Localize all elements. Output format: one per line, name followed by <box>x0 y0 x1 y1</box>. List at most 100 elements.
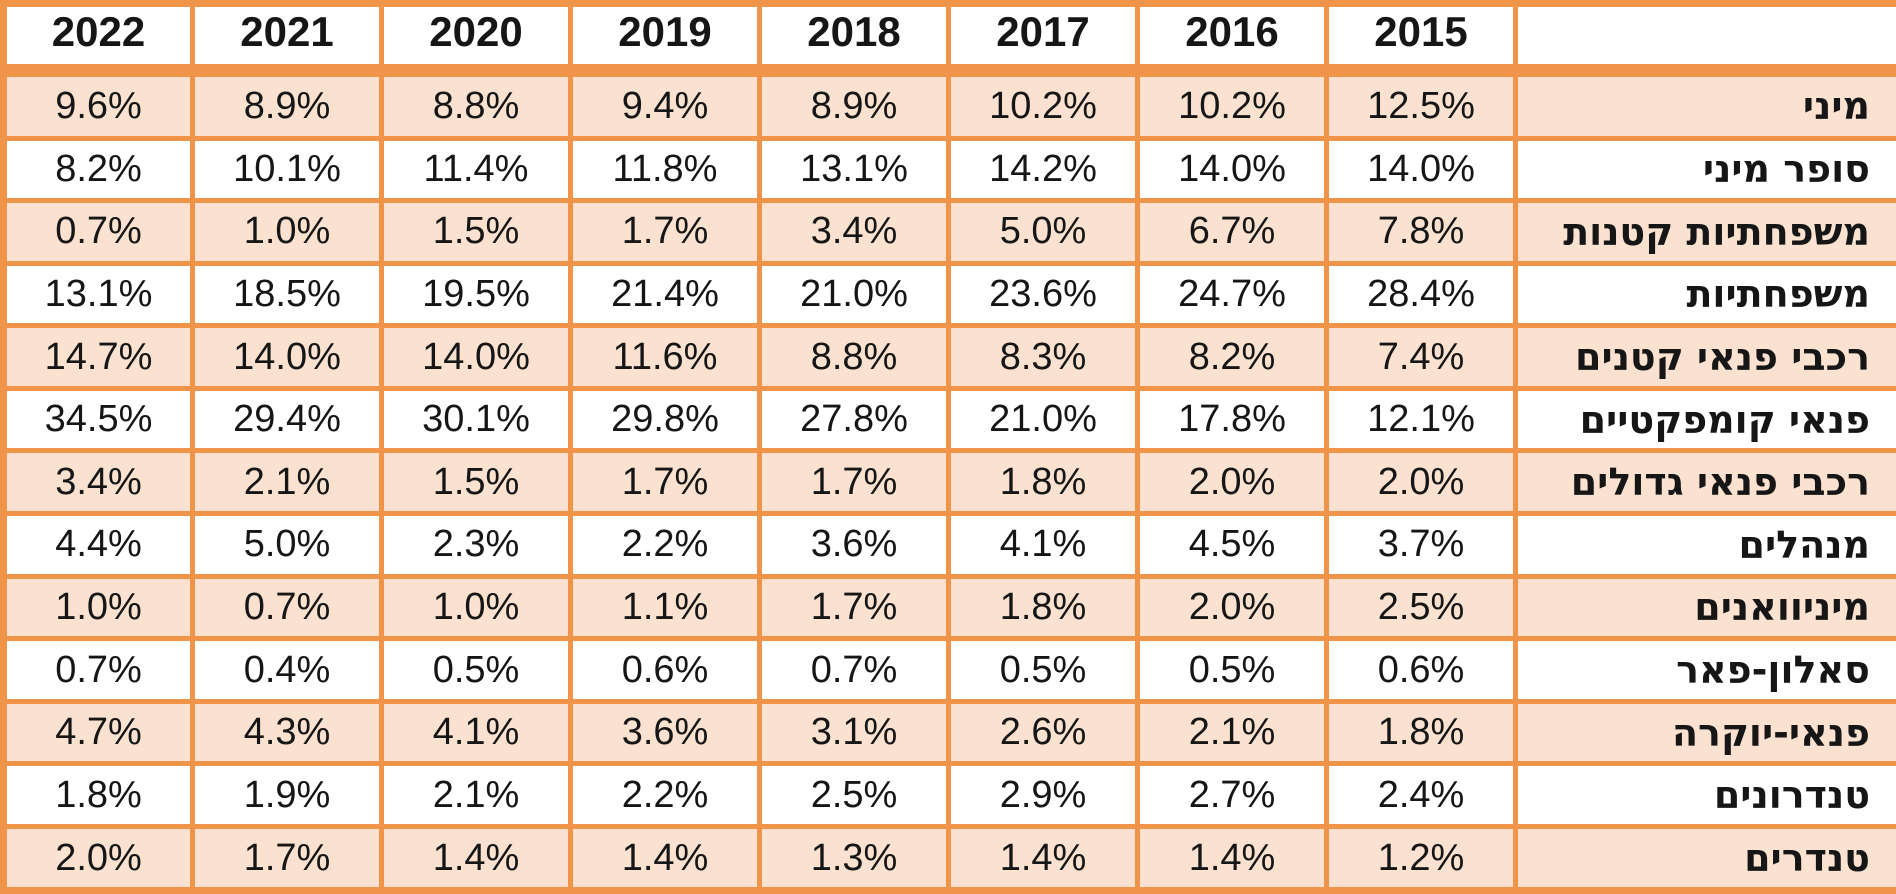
value-cell: 11.8% <box>568 135 762 204</box>
value-cell: 1.7% <box>757 448 951 517</box>
value-cell: 1.2% <box>1324 824 1518 893</box>
table-row: 1.0% 0.7% 1.0% 1.1% 1.7% 1.8% 2.0% 2.5% מיניוואנ… <box>1 573 1896 642</box>
table-row: 8.2% 10.1% 11.4% 11.8% 13.1% 14.2% 14.0% 14.0% ס… <box>1 135 1896 204</box>
value-cell: 0.5% <box>1135 636 1329 704</box>
category-label: סאלון-פאר <box>1513 636 1896 704</box>
value-cell: 2.2% <box>568 511 762 579</box>
value-cell: 0.5% <box>946 636 1140 704</box>
value-cell: 8.9% <box>757 68 951 141</box>
value-cell: 17.8% <box>1135 385 1329 454</box>
category-label: טנדרים <box>1513 824 1896 893</box>
value-cell: 2.2% <box>568 761 762 830</box>
category-label: משפחתיות <box>1513 260 1896 329</box>
year-header: 2020 <box>379 1 573 77</box>
value-cell: 3.1% <box>757 698 951 767</box>
value-cell: 0.7% <box>1 636 195 704</box>
value-cell: 2.5% <box>757 761 951 830</box>
value-cell: 1.0% <box>190 198 384 266</box>
value-cell: 14.0% <box>190 323 384 391</box>
year-header: 2019 <box>568 1 762 77</box>
year-header: 2021 <box>190 1 384 77</box>
table-row: 1.8% 1.9% 2.1% 2.2% 2.5% 2.9% 2.7% 2.4% טנדרונים <box>1 761 1896 830</box>
value-cell: 4.1% <box>946 511 1140 579</box>
value-cell: 0.7% <box>757 636 951 704</box>
category-label: פנאי-יוקרה <box>1513 698 1896 767</box>
year-header: 2018 <box>757 1 951 77</box>
value-cell: 4.4% <box>1 511 195 579</box>
value-cell: 0.5% <box>379 636 573 704</box>
value-cell: 1.8% <box>946 573 1140 642</box>
value-cell: 9.4% <box>568 68 762 141</box>
value-cell: 10.1% <box>190 135 384 204</box>
value-cell: 10.2% <box>1135 68 1329 141</box>
value-cell: 4.3% <box>190 698 384 767</box>
value-cell: 19.5% <box>379 260 573 329</box>
value-cell: 8.8% <box>757 323 951 391</box>
value-cell: 21.0% <box>946 385 1140 454</box>
value-cell: 6.7% <box>1135 198 1329 266</box>
value-cell: 1.4% <box>1135 824 1329 893</box>
value-cell: 0.6% <box>568 636 762 704</box>
value-cell: 14.0% <box>379 323 573 391</box>
value-cell: 23.6% <box>946 260 1140 329</box>
corner-header-cell <box>1513 1 1896 77</box>
value-cell: 1.9% <box>190 761 384 830</box>
value-cell: 24.7% <box>1135 260 1329 329</box>
value-cell: 2.3% <box>379 511 573 579</box>
value-cell: 14.0% <box>1324 135 1518 204</box>
table-row: 4.7% 4.3% 4.1% 3.6% 3.1% 2.6% 2.1% 1.8% פנאי-יוק… <box>1 698 1896 767</box>
value-cell: 27.8% <box>757 385 951 454</box>
value-cell: 1.4% <box>946 824 1140 893</box>
year-header: 2016 <box>1135 1 1329 77</box>
value-cell: 2.5% <box>1324 573 1518 642</box>
value-cell: 13.1% <box>1 260 195 329</box>
value-cell: 8.8% <box>379 68 573 141</box>
value-cell: 1.8% <box>1 761 195 830</box>
value-cell: 2.4% <box>1324 761 1518 830</box>
table-row: 9.6% 8.9% 8.8% 9.4% 8.9% 10.2% 10.2% 12.5% מיני <box>1 68 1896 141</box>
value-cell: 2.1% <box>379 761 573 830</box>
value-cell: 18.5% <box>190 260 384 329</box>
value-cell: 1.5% <box>379 448 573 517</box>
value-cell: 1.7% <box>568 198 762 266</box>
value-cell: 29.4% <box>190 385 384 454</box>
value-cell: 14.0% <box>1135 135 1329 204</box>
value-cell: 3.4% <box>757 198 951 266</box>
value-cell: 2.6% <box>946 698 1140 767</box>
value-cell: 21.0% <box>757 260 951 329</box>
value-cell: 1.7% <box>757 573 951 642</box>
value-cell: 8.2% <box>1135 323 1329 391</box>
table-row: 34.5% 29.4% 30.1% 29.8% 27.8% 21.0% 17.8% 12.1%… <box>1 385 1896 454</box>
value-cell: 4.1% <box>379 698 573 767</box>
value-cell: 21.4% <box>568 260 762 329</box>
category-label: רכבי פנאי גדולים <box>1513 448 1896 517</box>
value-cell: 0.7% <box>1 198 195 266</box>
value-cell: 7.4% <box>1324 323 1518 391</box>
value-cell: 0.7% <box>190 573 384 642</box>
year-header: 2017 <box>946 1 1140 77</box>
value-cell: 3.7% <box>1324 511 1518 579</box>
value-cell: 10.2% <box>946 68 1140 141</box>
category-label: סופר מיני <box>1513 135 1896 204</box>
value-cell: 8.9% <box>190 68 384 141</box>
category-label: מיניוואנים <box>1513 573 1896 642</box>
value-cell: 8.2% <box>1 135 195 204</box>
category-label: מיני <box>1513 68 1896 141</box>
table-header: 2022 2021 2020 2019 2018 2017 2016 2015 <box>1 1 1896 77</box>
value-cell: 2.0% <box>1135 448 1329 517</box>
value-cell: 30.1% <box>379 385 573 454</box>
value-cell: 1.4% <box>568 824 762 893</box>
value-cell: 14.2% <box>946 135 1140 204</box>
year-header: 2022 <box>1 1 195 77</box>
value-cell: 34.5% <box>1 385 195 454</box>
value-cell: 1.1% <box>568 573 762 642</box>
value-cell: 14.7% <box>1 323 195 391</box>
value-cell: 2.7% <box>1135 761 1329 830</box>
table-row: 0.7% 0.4% 0.5% 0.6% 0.7% 0.5% 0.5% 0.6% סאלון-פא… <box>1 636 1896 704</box>
value-cell: 2.0% <box>1324 448 1518 517</box>
value-cell: 7.8% <box>1324 198 1518 266</box>
table-row: 13.1% 18.5% 19.5% 21.4% 21.0% 23.6% 24.7% 28.4%… <box>1 260 1896 329</box>
value-cell: 4.5% <box>1135 511 1329 579</box>
value-cell: 11.4% <box>379 135 573 204</box>
